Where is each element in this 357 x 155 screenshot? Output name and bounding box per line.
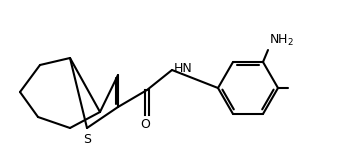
Text: NH$_2$: NH$_2$ bbox=[269, 33, 294, 48]
Text: O: O bbox=[140, 118, 150, 131]
Text: HN: HN bbox=[174, 62, 193, 75]
Text: S: S bbox=[83, 133, 91, 146]
